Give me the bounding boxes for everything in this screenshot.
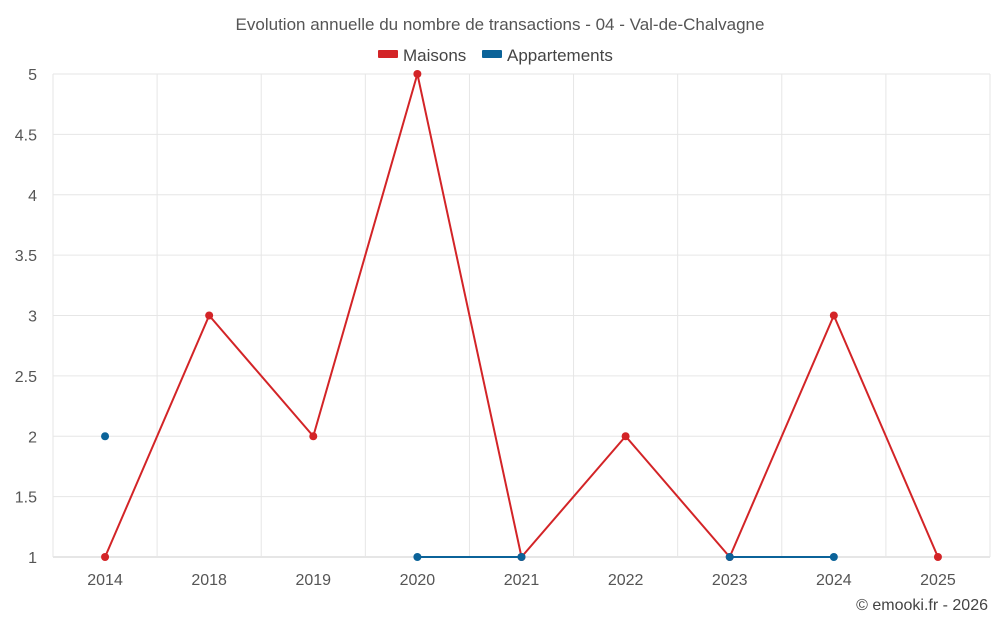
data-point-appartements[interactable] [725, 553, 734, 561]
y-tick-label: 4 [28, 188, 37, 205]
x-tick-label: 2018 [191, 572, 227, 589]
legend-label-appartements[interactable]: Appartements [507, 46, 613, 65]
data-point-maisons[interactable] [101, 553, 110, 561]
legend-swatch-maisons[interactable] [378, 50, 398, 58]
y-tick-label: 2 [28, 429, 37, 446]
x-tick-label: 2025 [920, 572, 956, 589]
x-tick-label: 2022 [608, 572, 644, 589]
legend: Maisons Appartements [378, 46, 613, 65]
series-appartements [101, 432, 838, 561]
data-point-maisons[interactable] [621, 432, 630, 441]
data-point-appartements[interactable] [413, 553, 422, 561]
x-tick-label: 2023 [712, 572, 748, 589]
y-tick-label: 3.5 [15, 248, 37, 265]
data-point-appartements[interactable] [517, 553, 526, 561]
y-axis-ticks: 1 1.5 2 2.5 3 3.5 4 4.5 5 [15, 67, 37, 567]
series [101, 70, 942, 561]
data-point-maisons[interactable] [829, 311, 838, 320]
x-tick-label: 2019 [295, 572, 331, 589]
x-tick-label: 2024 [816, 572, 852, 589]
chart-credit: © emooki.fr - 2026 [856, 597, 988, 614]
x-tick-label: 2020 [400, 572, 436, 589]
x-axis-ticks: 2014 2018 2019 2020 2021 2022 2023 2024 2025 [87, 572, 956, 589]
y-tick-label: 5 [28, 67, 37, 84]
data-point-appartements[interactable] [101, 432, 110, 441]
legend-swatch-appartements[interactable] [482, 50, 502, 58]
data-point-maisons[interactable] [413, 70, 422, 78]
x-tick-label: 2021 [504, 572, 540, 589]
data-point-maisons[interactable] [933, 553, 942, 561]
x-tick-label: 2014 [87, 572, 123, 589]
grid [52, 73, 991, 558]
y-tick-label: 2.5 [15, 369, 37, 386]
y-tick-label: 3 [28, 309, 37, 326]
data-point-maisons[interactable] [309, 432, 318, 441]
y-tick-label: 1 [28, 550, 37, 567]
y-tick-label: 4.5 [15, 127, 37, 144]
data-point-maisons[interactable] [205, 311, 214, 320]
chart-title: Evolution annuelle du nombre de transact… [236, 15, 765, 34]
data-point-appartements[interactable] [829, 553, 838, 561]
y-tick-label: 1.5 [15, 490, 37, 507]
legend-label-maisons[interactable]: Maisons [403, 46, 466, 65]
